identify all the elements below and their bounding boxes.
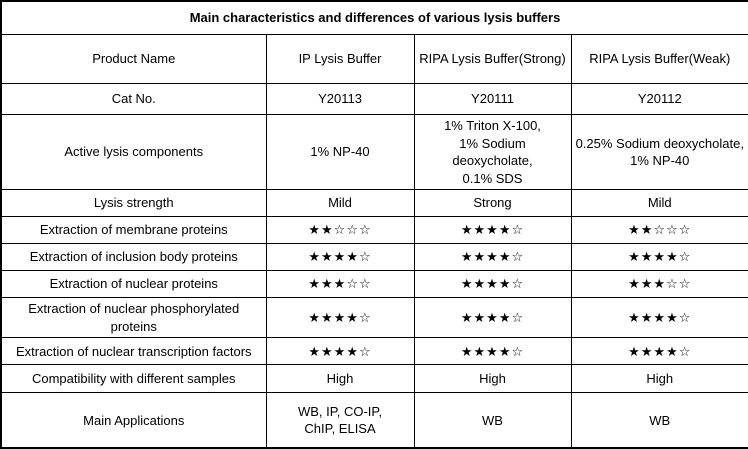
star-rating: ★★★★☆ xyxy=(265,243,415,272)
cell-ripa-weak-compatibility: High xyxy=(570,364,748,394)
row-label: Active lysis components xyxy=(0,113,267,191)
cell-ip-applications: WB, IP, CO-IP, ChIP, ELISA xyxy=(265,392,415,449)
star-rating: ★★★★☆ xyxy=(413,216,572,245)
table-row-membrane-proteins: Extraction of membrane proteins ★★☆☆☆ ★★… xyxy=(0,216,748,245)
table-row-nuclear-proteins: Extraction of nuclear proteins ★★★☆☆ ★★★… xyxy=(0,270,748,299)
star-rating: ★★★☆☆ xyxy=(570,270,748,299)
cell-ip-product-name: IP Lysis Buffer xyxy=(265,34,415,84)
row-label: Product Name xyxy=(0,34,267,84)
star-rating: ★★★★☆ xyxy=(570,297,748,339)
row-label: Main Applications xyxy=(0,392,267,449)
row-label: Extraction of inclusion body proteins xyxy=(0,243,267,272)
row-label: Cat No. xyxy=(0,83,267,115)
row-label: Extraction of membrane proteins xyxy=(0,216,267,245)
cell-ripa-strong-cat-no: Y20111 xyxy=(413,83,572,115)
table-title: Main characteristics and differences of … xyxy=(0,0,748,35)
table-row-nuclear-phosphorylated-proteins: Extraction of nuclear phosphorylated pro… xyxy=(0,297,748,339)
star-rating: ★★★★☆ xyxy=(413,243,572,272)
cell-ripa-strong-components: 1% Triton X-100, 1% Sodium deoxycholate,… xyxy=(413,113,572,191)
star-rating: ★★★★☆ xyxy=(413,270,572,299)
cell-ripa-weak-cat-no: Y20112 xyxy=(570,83,748,115)
row-label: Extraction of nuclear transcription fact… xyxy=(0,337,267,366)
table-title-row: Main characteristics and differences of … xyxy=(0,0,748,35)
table-row-main-applications: Main Applications WB, IP, CO-IP, ChIP, E… xyxy=(0,392,748,449)
star-rating: ★★★☆☆ xyxy=(265,270,415,299)
cell-ripa-weak-strength: Mild xyxy=(570,189,748,218)
star-rating: ★★★★☆ xyxy=(413,297,572,339)
cell-ripa-weak-applications: WB xyxy=(570,392,748,449)
row-label: Compatibility with different samples xyxy=(0,364,267,394)
star-rating: ★★★★☆ xyxy=(265,297,415,339)
star-rating: ★★★★☆ xyxy=(265,337,415,366)
cell-ip-components: 1% NP-40 xyxy=(265,113,415,191)
table-row-cat-no: Cat No. Y20113 Y20111 Y20112 xyxy=(0,83,748,115)
row-label: Extraction of nuclear phosphorylated pro… xyxy=(0,297,267,339)
table-row-active-lysis-components: Active lysis components 1% NP-40 1% Trit… xyxy=(0,113,748,191)
star-rating: ★★★★☆ xyxy=(570,243,748,272)
cell-ripa-strong-strength: Strong xyxy=(413,189,572,218)
table-row-nuclear-transcription-factors: Extraction of nuclear transcription fact… xyxy=(0,337,748,366)
table-row-product-name: Product Name IP Lysis Buffer RIPA Lysis … xyxy=(0,34,748,84)
cell-ripa-weak-product-name: RIPA Lysis Buffer(Weak) xyxy=(570,34,748,84)
star-rating: ★★☆☆☆ xyxy=(570,216,748,245)
cell-ripa-strong-applications: WB xyxy=(413,392,572,449)
row-label: Lysis strength xyxy=(0,189,267,218)
star-rating: ★★★★☆ xyxy=(413,337,572,366)
star-rating: ★★☆☆☆ xyxy=(265,216,415,245)
row-label: Extraction of nuclear proteins xyxy=(0,270,267,299)
table-row-compatibility: Compatibility with different samples Hig… xyxy=(0,364,748,394)
cell-ripa-weak-components: 0.25% Sodium deoxycholate, 1% NP-40 xyxy=(570,113,748,191)
cell-ip-compatibility: High xyxy=(265,364,415,394)
cell-ripa-strong-product-name: RIPA Lysis Buffer(Strong) xyxy=(413,34,572,84)
table-row-lysis-strength: Lysis strength Mild Strong Mild xyxy=(0,189,748,218)
cell-ip-strength: Mild xyxy=(265,189,415,218)
cell-ripa-strong-compatibility: High xyxy=(413,364,572,394)
table-row-inclusion-body-proteins: Extraction of inclusion body proteins ★★… xyxy=(0,243,748,272)
star-rating: ★★★★☆ xyxy=(570,337,748,366)
cell-ip-cat-no: Y20113 xyxy=(265,83,415,115)
